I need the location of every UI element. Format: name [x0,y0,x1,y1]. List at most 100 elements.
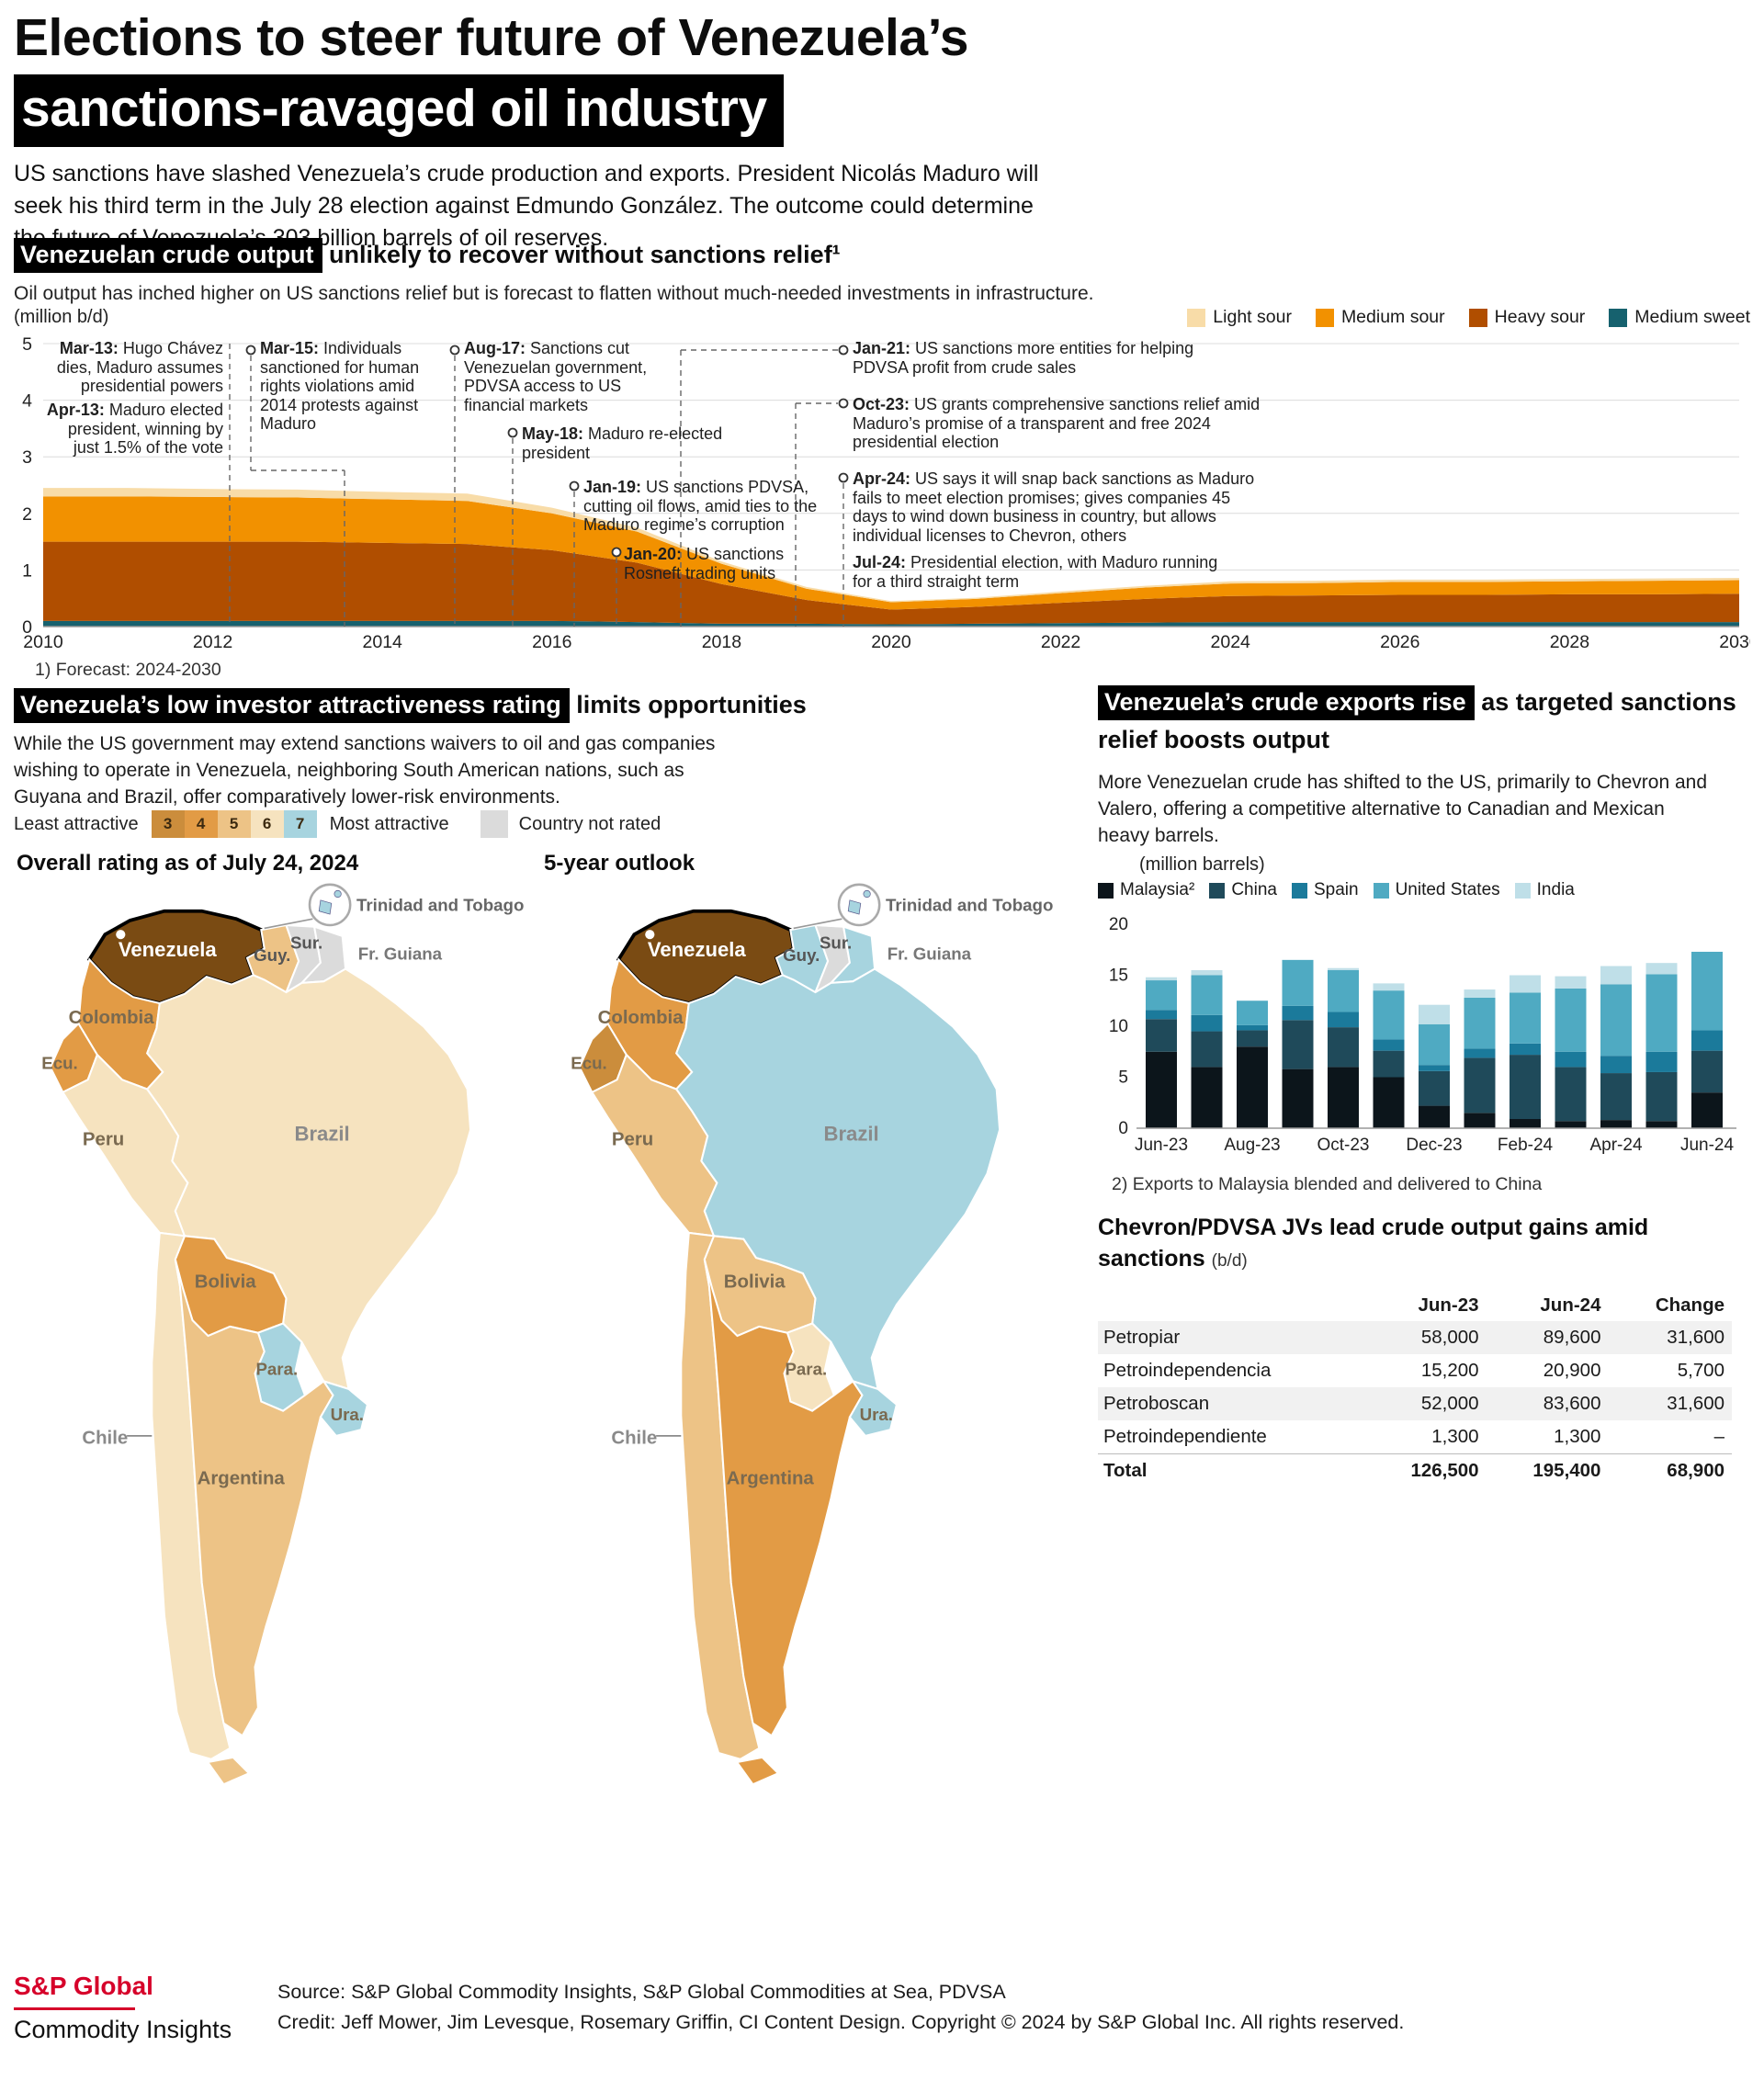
bar-aug-23-spain [1237,1024,1268,1031]
production-legend: Light sour Medium sour Heavy sour Medium sw… [1187,307,1750,328]
annotation-lines [229,344,844,627]
svg-text:20: 20 [1109,915,1128,934]
scale-least-label: Least attractive [14,813,139,834]
svg-text:2026: 2026 [1380,632,1419,652]
legend-swatch [1315,308,1334,327]
chart-annotation-jan-21: Jan-21: US sanctions more entities for h… [853,339,1194,377]
svg-text:Oct-23: Oct-23 [1317,1136,1369,1155]
bar-jul-23-china [1191,1031,1223,1068]
map-label-bolivia: Bolivia [195,1272,257,1292]
jun24-value: 1,300 [1554,1426,1601,1447]
y-axis-labels: 0 1 2 3 4 5 [22,334,32,638]
bar-jun-24-china [1691,1050,1723,1093]
area-medium-sweet [43,620,1739,627]
map-label-argentina: Argentina [727,1469,815,1489]
bar-apr-24-china [1600,1073,1632,1121]
bar-oct-23-malaysia [1328,1067,1359,1128]
bar-jun-24-united-states [1691,951,1723,1031]
jun23-value: 126,500 [1363,1453,1487,1487]
table-row-total: Total 126,500 195,400 68,900 [1098,1453,1732,1487]
bar-apr-24-india [1600,966,1632,985]
bar-apr-24-spain [1600,1056,1632,1074]
map-label-colombia: Colombia [69,1008,155,1028]
chart-annotation-mar-15: Mar-15: Individuals sanctioned for human… [260,339,420,434]
country-argentina [174,1259,334,1737]
bar-jun-23-spain [1146,1010,1177,1020]
legend-swatch [1209,882,1226,899]
jun23-value: 58,000 [1420,1327,1479,1348]
bar-mar-24-malaysia [1555,1121,1587,1128]
jv-table: Jun-23 Jun-24 Change Petropiar 58,000 89,600 3… [1098,1290,1732,1487]
svg-text:Apr-24: Apr-24 [1589,1136,1642,1155]
production-chart-header-row: (million b/d) Light sour Medium sour Heavy… [14,307,1750,328]
production-chart-subtitle: Oil output has inched higher on US sanct… [14,283,1094,304]
bar-sep-23-spain [1282,1005,1314,1021]
countries [49,909,472,1786]
countries [578,909,1001,1786]
legend-swatch [1098,882,1114,899]
table-header-jun-24: Jun-24 [1540,1294,1601,1316]
map-label-chile: Chile [611,1428,657,1448]
country-brazil [145,967,472,1391]
chart-annotation-mar-13: Mar-13: Hugo Chávez dies, Maduro assumes… [56,339,223,396]
exports-footnote: 2) Exports to Malaysia blended and deliv… [1112,1174,1543,1194]
map-label-guyana: Guy. [783,945,820,965]
production-footnote: 1) Forecast: 2024-2030 [35,660,221,680]
x-axis-labels: Jun-23 Aug-23 Oct-23 Dec-23 Feb-24 Apr-24 Jun-… [1135,1136,1735,1155]
table-row-petroboscan: Petroboscan 52,000 83,600 31,600 [1098,1387,1732,1420]
table-header-row: Jun-23 Jun-24 Change [1098,1290,1732,1321]
svg-text:5: 5 [22,334,32,355]
exports-paragraph: More Venezuelan crude has shifted to the… [1098,772,1708,846]
jv-name: Petropiar [1103,1327,1181,1348]
bar-dec-23-united-states [1419,1023,1450,1066]
bar-jan-24-spain [1464,1048,1496,1058]
bar-nov-23-malaysia [1373,1077,1405,1128]
chart-annotation-jan-20: Jan-20: US sanctions Rosneft trading uni… [624,545,785,582]
bar-nov-23-spain [1373,1039,1405,1051]
map-label-brazil: Brazil [295,1123,350,1146]
map-label-paraguay: Para. [785,1360,827,1379]
ratings-paragraph: While the US government may extend sanct… [14,733,716,808]
legend-swatch [1514,882,1531,899]
legend-swatch [1291,882,1307,899]
svg-text:2030: 2030 [1719,632,1750,652]
production-chart-heading: Venezuelan crude output unlikely to reco… [14,238,841,273]
exports-heading-highlight: Venezuela’s crude exports rise [1098,685,1475,720]
trinidad-island [318,899,333,915]
production-heading-highlight: Venezuelan crude output [14,238,322,273]
change-value: 5,700 [1677,1360,1724,1381]
chart-annotation-jul-24: Jul-24: Presidential election, with Madu… [853,553,1218,591]
bar-aug-23-malaysia [1237,1046,1268,1128]
bar-may-24-malaysia [1645,1121,1678,1128]
svg-text:2028: 2028 [1550,632,1589,652]
scale-swatch-3: 3 [151,810,185,838]
svg-text:10: 10 [1109,1017,1128,1036]
chart-annotation-apr-13: Apr-13: Maduro elected president, winnin… [46,401,223,458]
bar-mar-24-china [1555,1067,1587,1122]
area-series [43,488,1739,627]
scale-most-label: Most attractive [329,813,449,834]
svg-text:1: 1 [22,560,32,581]
bar-apr-24-malaysia [1600,1120,1632,1128]
table-header-blank [1098,1290,1364,1321]
bar-jun-23-india [1146,977,1177,981]
map-label-uruguay: Ura. [860,1405,893,1424]
map-label-trinidad: Trinidad and Tobago [886,896,1053,915]
svg-text:3: 3 [22,447,32,468]
jun23-value: 1,300 [1431,1426,1479,1447]
legend-label: Medium sour [1340,307,1445,327]
map-label-suriname: Sur. [820,933,852,953]
legend-item-india: India [1514,880,1575,900]
chart-annotation-apr-24: Apr-24: US says it will snap back sancti… [853,469,1255,545]
bar-feb-24-china [1510,1055,1541,1120]
exports-heading: Venezuela’s crude exports rise as target… [1098,684,1741,758]
trinidad-leader-line [793,918,842,930]
jv-name: Petroindependiente [1103,1426,1267,1447]
production-unit-label: (million b/d) [14,307,109,327]
page-title-line2: sanctions-ravaged oil industry [14,73,784,147]
sp-global-logo: S&P Global [14,1972,153,2000]
production-heading-rest: unlikely to recover without sanctions re… [322,241,841,268]
map-label-suriname: Sur. [290,933,322,953]
map-label-argentina: Argentina [198,1469,286,1489]
